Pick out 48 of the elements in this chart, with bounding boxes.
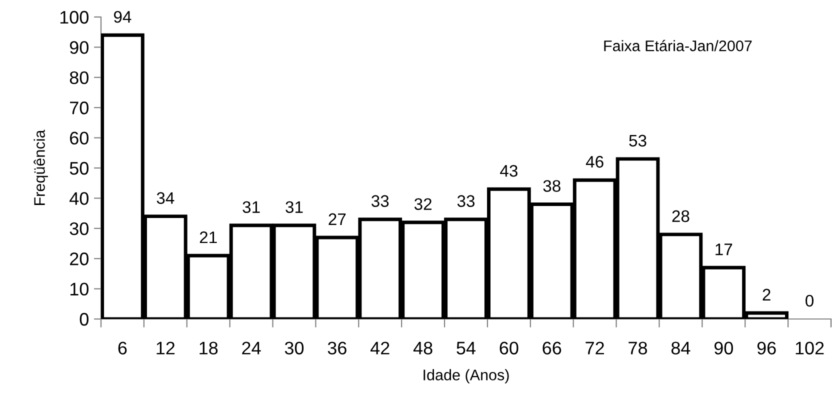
x-tick-label: 12 [156,342,175,354]
y-tick-label: 10 [70,282,88,296]
data-label: 34 [156,192,174,204]
x-tick-label: 60 [500,342,518,354]
data-label: 53 [629,134,646,147]
x-tick-label: 48 [413,342,432,354]
data-label: 31 [286,201,303,214]
data-label: 17 [716,244,732,256]
x-tick-label: 18 [200,342,218,354]
x-tick-label: 72 [586,342,604,354]
x-tick-label: 30 [284,342,304,354]
x-tick-label: 42 [370,342,390,354]
x-tick-label: 36 [328,342,346,354]
x-tick-label: 24 [242,342,261,354]
y-tick-label: 90 [70,41,88,54]
y-tick-label: 60 [70,132,88,145]
x-axis-title: Idade (Anos) [424,369,509,384]
x-tick-label: 66 [542,342,562,354]
data-label: 0 [806,294,814,307]
x-tick-label: 90 [714,342,733,354]
y-axis-title: Freqüência [34,130,48,205]
x-tick-label: 96 [757,342,776,354]
data-label: 31 [242,201,260,214]
x-tick-label: 102 [796,342,824,354]
data-label: 43 [500,164,518,177]
data-label: 32 [414,198,432,210]
data-label: 2 [762,288,770,300]
data-label: 33 [371,195,389,207]
x-tick-label: 84 [671,342,690,354]
y-tick-label: 30 [70,222,88,236]
x-tick-label: 54 [456,342,476,354]
data-label: 33 [457,195,475,207]
y-tick-label: 20 [70,252,88,266]
data-label: 46 [586,156,604,168]
x-tick-label: 78 [628,342,648,354]
y-tick-label: 50 [70,162,88,175]
y-tick-label: 100 [60,10,88,24]
data-label: 27 [328,213,346,225]
data-label: 28 [672,210,690,222]
y-tick-label: 80 [70,71,88,84]
data-label: 94 [114,10,132,23]
y-tick-label: 40 [70,192,88,205]
y-tick-label: 0 [80,312,88,326]
y-tick-label: 70 [70,102,88,114]
data-label: 21 [200,231,217,244]
data-label: 38 [543,180,560,192]
x-tick-label: 6 [118,342,127,354]
annotation: Faixa Etária-Jan/2007 [604,40,752,52]
